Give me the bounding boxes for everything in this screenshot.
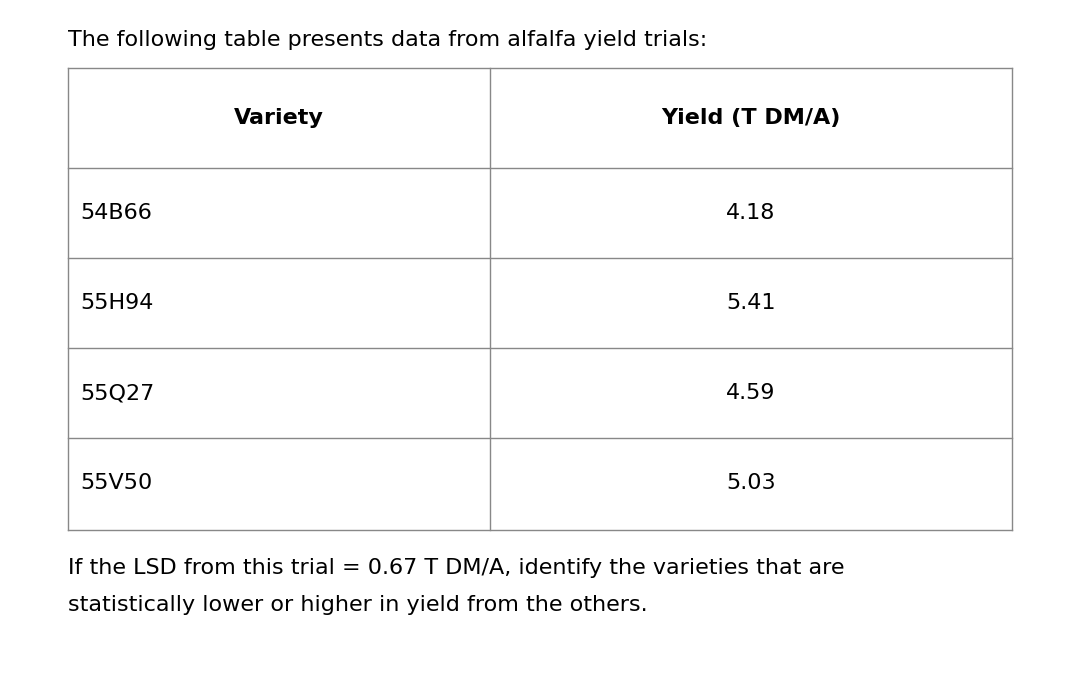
Text: 55V50: 55V50: [80, 473, 152, 493]
Text: The following table presents data from alfalfa yield trials:: The following table presents data from a…: [68, 30, 707, 50]
Text: 5.03: 5.03: [726, 473, 775, 493]
Text: statistically lower or higher in yield from the others.: statistically lower or higher in yield f…: [68, 595, 648, 615]
Text: 54B66: 54B66: [80, 203, 152, 223]
Text: 55H94: 55H94: [80, 293, 153, 313]
Text: 4.59: 4.59: [726, 383, 775, 403]
Text: Yield (T DM/A): Yield (T DM/A): [661, 108, 840, 128]
Text: Variety: Variety: [234, 108, 324, 128]
Text: 4.18: 4.18: [727, 203, 775, 223]
Text: 5.41: 5.41: [726, 293, 775, 313]
Text: 55Q27: 55Q27: [80, 383, 154, 403]
Text: If the LSD from this trial = 0.67 T DM/A, identify the varieties that are: If the LSD from this trial = 0.67 T DM/A…: [68, 558, 845, 578]
